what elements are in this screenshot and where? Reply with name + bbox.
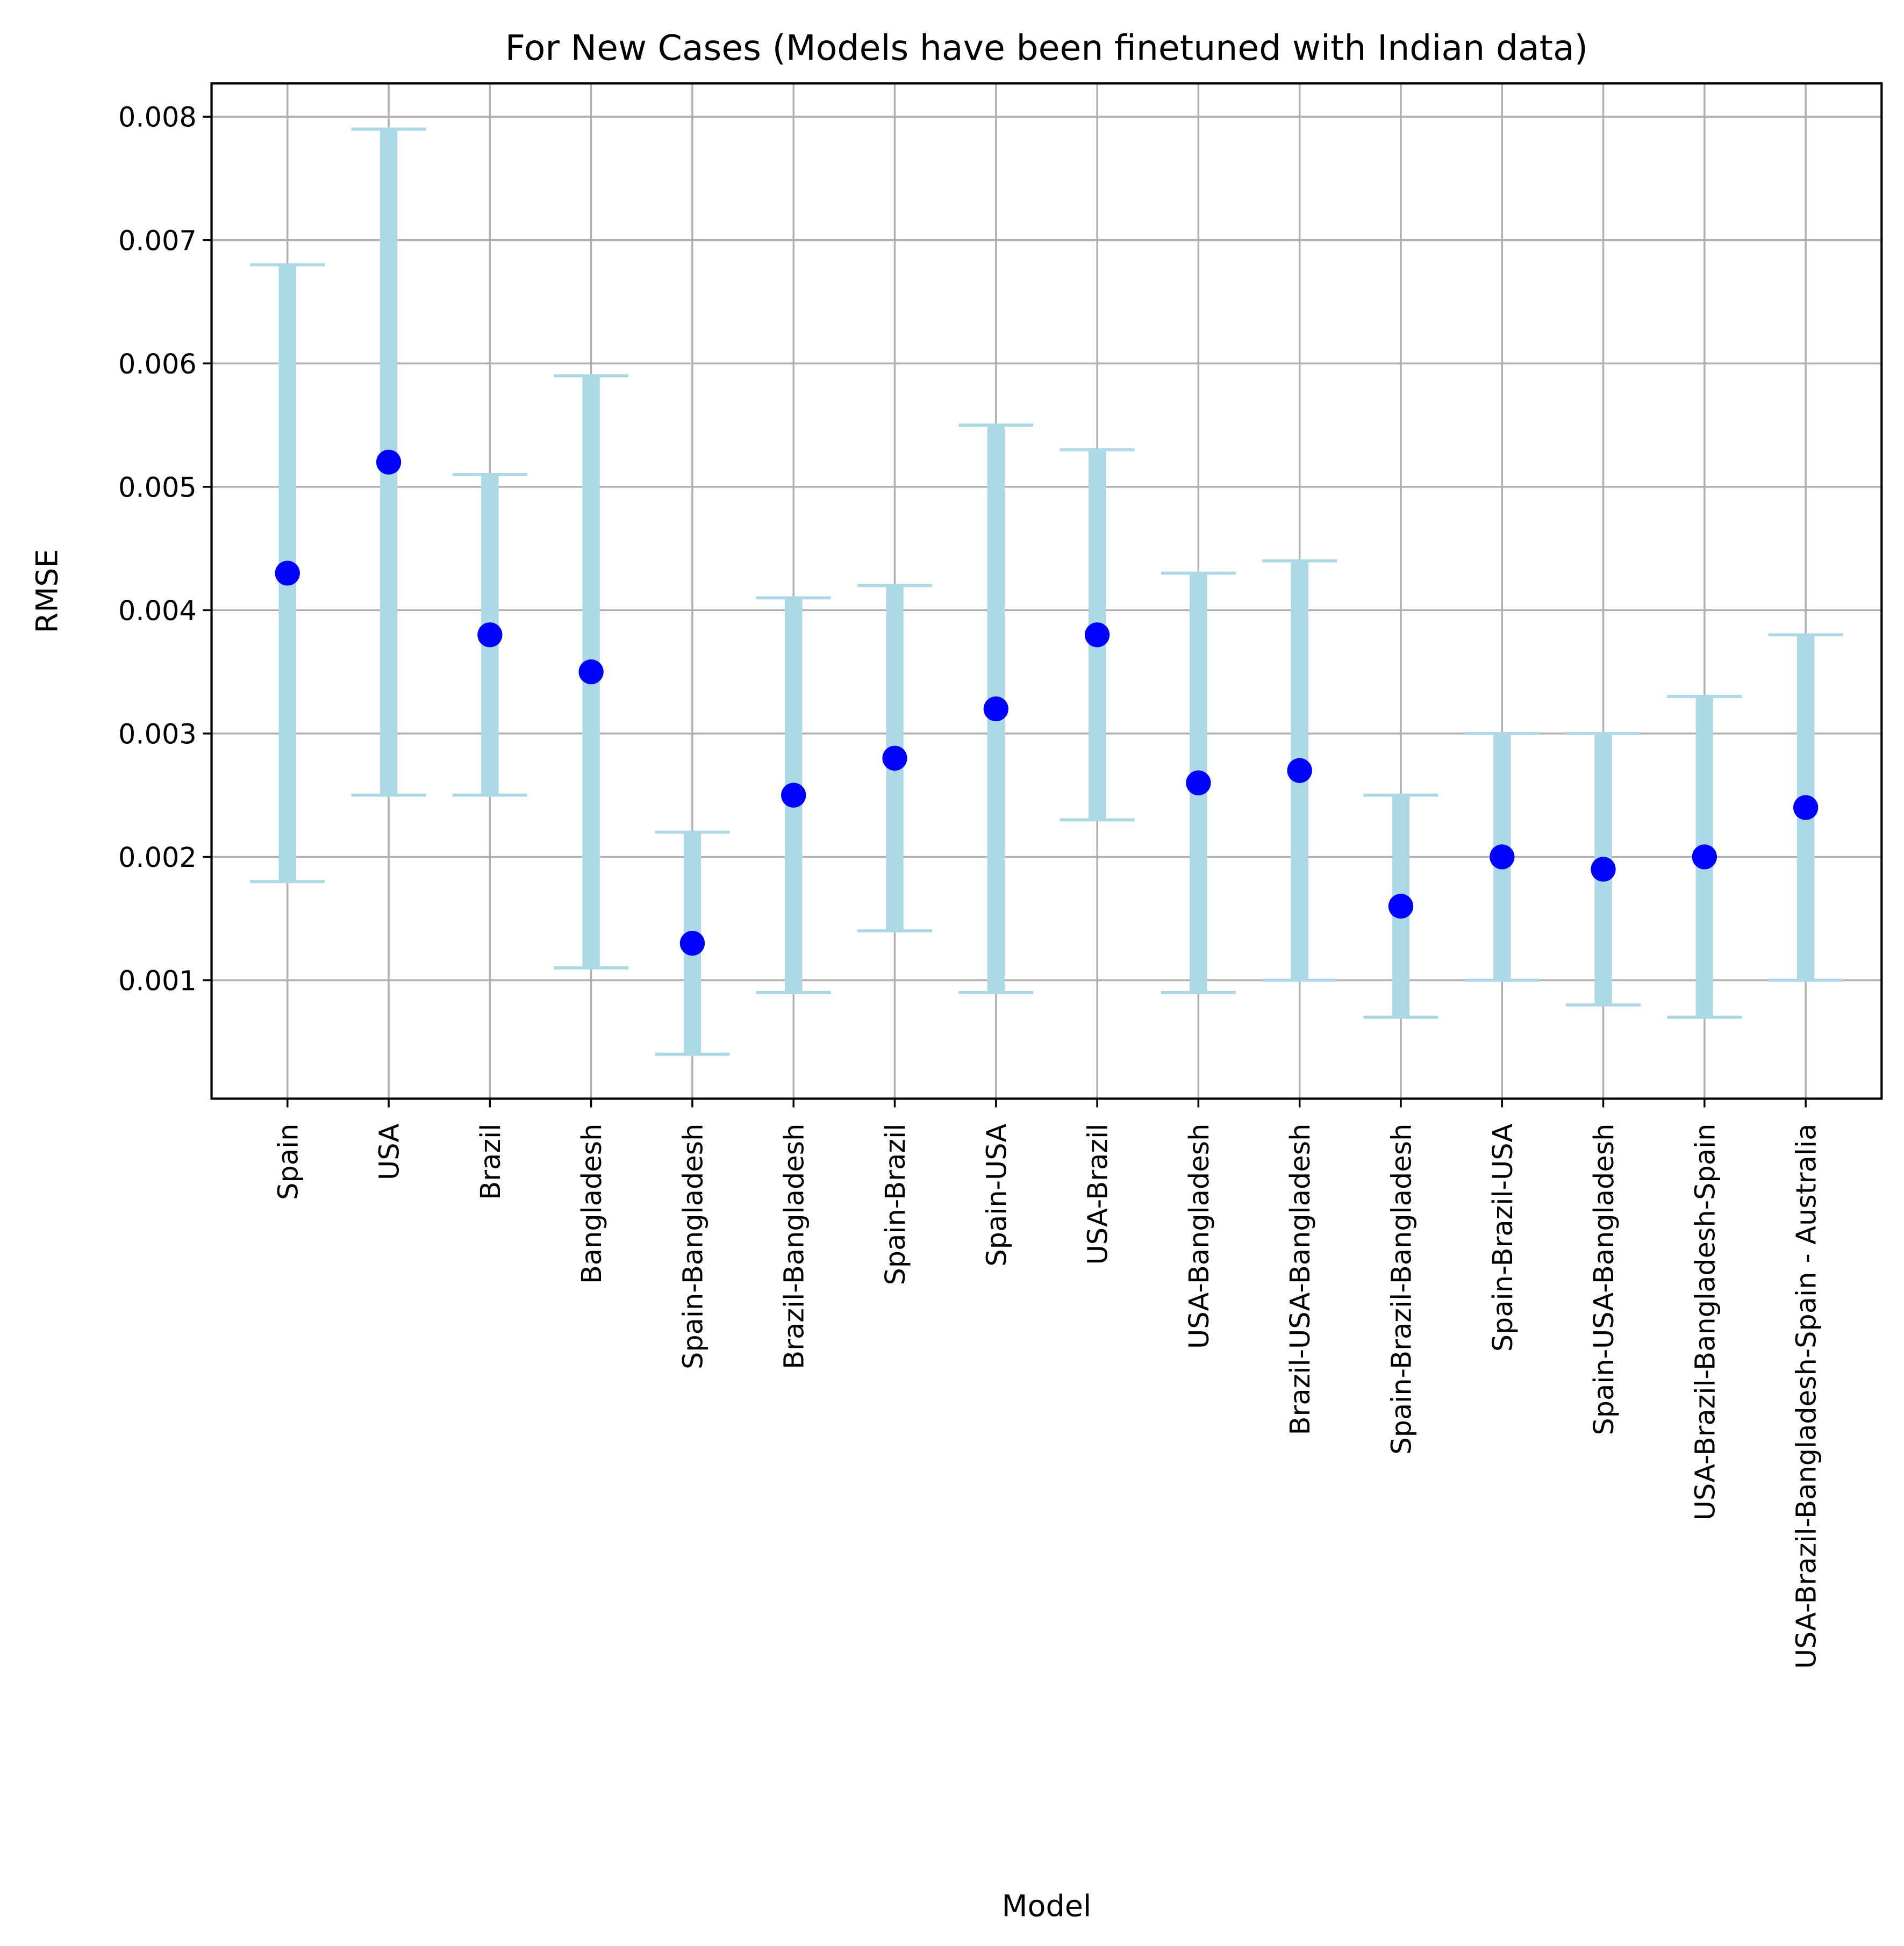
plot-frame <box>210 82 1883 1100</box>
x-tick-label: Spain-Brazil-USA <box>1487 1123 1519 1352</box>
x-tick-label: Spain-Bangladesh <box>677 1124 709 1369</box>
point <box>275 561 300 586</box>
y-tick-label: 0.005 <box>118 472 197 504</box>
x-tick-label: USA-Brazil-Bangladesh-Spain - Australia <box>1791 1124 1823 1669</box>
x-tick-label: Brazil-USA-Bangladesh <box>1285 1124 1316 1435</box>
x-axis-label: Model <box>1002 1888 1092 1923</box>
x-tick-label: Spain-USA-Bangladesh <box>1588 1124 1620 1435</box>
x-tick-label: Spain-Brazil-Bangladesh <box>1386 1124 1418 1455</box>
point <box>578 659 604 685</box>
point <box>1287 758 1312 783</box>
y-tick-label: 0.002 <box>118 842 197 874</box>
point <box>1388 894 1414 919</box>
point <box>882 745 907 771</box>
point <box>1692 844 1717 870</box>
x-tick-label: Spain-USA <box>981 1123 1013 1266</box>
point <box>1186 770 1211 795</box>
y-tick-label: 0.007 <box>118 225 197 257</box>
y-tick-label: 0.001 <box>118 965 197 997</box>
point <box>781 782 806 808</box>
y-tick-label: 0.008 <box>118 102 197 134</box>
x-tick-label: USA <box>374 1123 406 1180</box>
x-tick-label: USA-Brazil <box>1083 1124 1114 1265</box>
x-tick-label: Brazil <box>475 1124 507 1200</box>
y-tick-label: 0.004 <box>118 595 197 627</box>
x-tick-label: Brazil-Bangladesh <box>779 1124 811 1369</box>
point <box>376 449 402 475</box>
point <box>1490 844 1515 870</box>
point <box>477 622 503 648</box>
point <box>1084 622 1110 648</box>
y-tick-label: 0.003 <box>118 719 197 750</box>
x-tick-label: Spain-Brazil <box>880 1124 912 1286</box>
point <box>679 930 705 956</box>
x-tick-label: Bangladesh <box>576 1124 608 1284</box>
x-tick-label: Spain <box>273 1124 304 1200</box>
point <box>1793 795 1819 820</box>
x-tick-label: USA-Bangladesh <box>1184 1124 1215 1349</box>
y-tick-label: 0.006 <box>118 349 197 380</box>
chart-title: For New Cases (Models have been finetune… <box>505 28 1588 68</box>
x-tick-label: USA-Brazil-Bangladesh-Spain <box>1690 1124 1721 1521</box>
point <box>1591 857 1616 882</box>
point <box>983 696 1008 722</box>
y-axis-label: RMSE <box>30 549 65 633</box>
